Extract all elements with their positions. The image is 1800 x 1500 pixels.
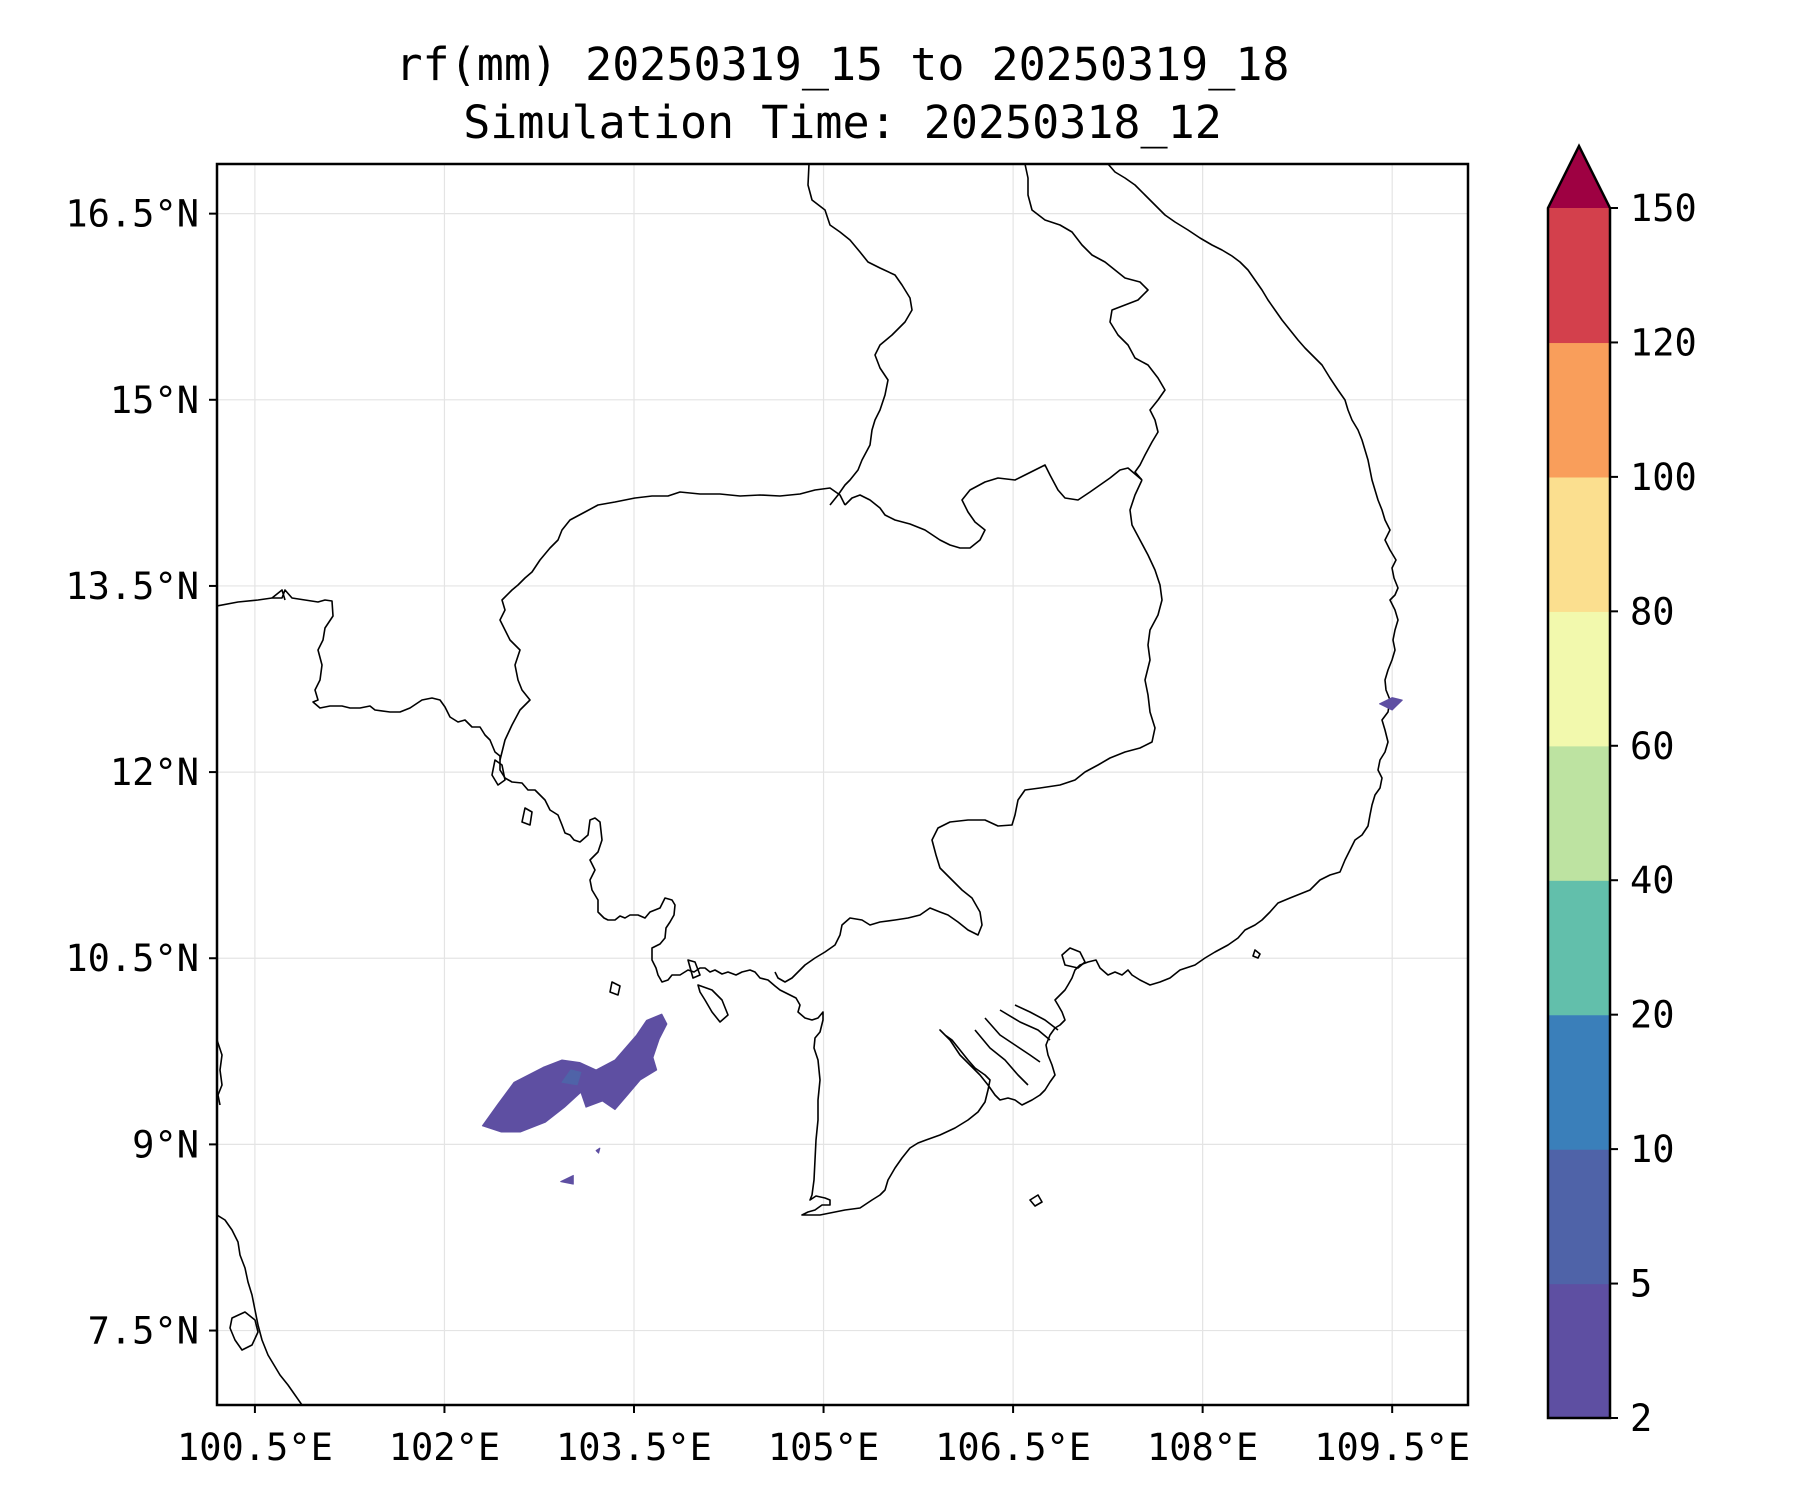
land-boundaries <box>217 164 1399 1405</box>
longitude-ticks: 100.5°E 102°E 103.5°E 105°E 106.5°E 108°E 109.… <box>177 1405 1470 1469</box>
colorbar-label-3: 20 <box>1630 994 1675 1037</box>
vietnam-islands <box>1029 947 1261 1207</box>
lon-tick-label-3: 105°E <box>768 1426 879 1469</box>
colorbar-label-9: 150 <box>1630 187 1697 230</box>
lat-tick-label-0: 16.5°N <box>65 193 199 236</box>
colorbar-segment-8 <box>1548 208 1610 344</box>
colorbar-segment-5 <box>1548 611 1610 747</box>
colorbar-segment-6 <box>1548 476 1610 612</box>
gridlines <box>217 164 1468 1405</box>
colorbar-segment-2 <box>1548 1014 1610 1150</box>
border-cambodia-laos <box>844 464 1143 549</box>
colorbar-label-8: 120 <box>1630 321 1697 364</box>
colorbar-label-2: 10 <box>1630 1128 1675 1171</box>
lat-tick-label-6: 7.5°N <box>88 1310 199 1353</box>
colorbar-label-1: 5 <box>1630 1263 1652 1306</box>
latitude-ticks: 16.5°N 15°N 13.5°N 12°N 10.5°N 9°N 7.5°N <box>65 193 217 1353</box>
lat-tick-label-5: 9°N <box>132 1123 199 1166</box>
rain-area-gulf-of-thailand-core <box>561 1069 582 1086</box>
colorbar-label-6: 80 <box>1630 590 1675 633</box>
colorbar-extend-arrow <box>1548 146 1610 208</box>
lat-tick-label-1: 15°N <box>110 379 199 422</box>
coastline <box>217 164 1399 1216</box>
border-laos-vietnam <box>1024 164 1166 481</box>
lon-tick-label-6: 109.5°E <box>1314 1426 1470 1469</box>
lon-tick-label-2: 103.5°E <box>556 1426 712 1469</box>
thai-peninsula-coast <box>217 1214 303 1405</box>
border-cambodia-thailand <box>271 487 846 761</box>
rain-area-central-vietnam-coast-cell <box>1379 697 1403 711</box>
cambodia-islands <box>491 759 729 1023</box>
map-frame <box>215 162 1470 1407</box>
colorbar-segment-7 <box>1548 342 1610 478</box>
border-laos-thailand <box>807 164 913 506</box>
colorbar-label-5: 60 <box>1630 725 1675 768</box>
lat-tick-label-2: 13.5°N <box>65 565 199 608</box>
chart-title-line-2: Simulation Time: 20250318_12 <box>463 96 1222 149</box>
rain-area-fragment-b <box>595 1147 601 1154</box>
colorbar-segment-4 <box>1548 745 1610 881</box>
lat-tick-label-3: 12°N <box>110 751 199 794</box>
colorbar-segment-3 <box>1548 880 1610 1016</box>
colorbar-label-0: 2 <box>1630 1397 1652 1440</box>
lon-tick-label-4: 106.5°E <box>935 1426 1091 1469</box>
thai-peninsula-inner <box>229 1311 259 1351</box>
colorbar-label-7: 100 <box>1630 456 1697 499</box>
lon-tick-label-1: 102°E <box>389 1426 500 1469</box>
colorbar-segment-1 <box>1548 1149 1610 1285</box>
western-coast <box>217 1039 223 1106</box>
colorbar-outline <box>1546 143 1612 1420</box>
colorbar-segment-0 <box>1548 1283 1610 1419</box>
colorbar: 2 5 10 20 40 60 80 100 120 150 <box>1546 143 1697 1440</box>
rainfall-areas <box>481 697 1403 1185</box>
chart-title-line-1: rf(mm) 20250319_15 to 20250319_18 <box>395 38 1290 91</box>
lon-tick-label-5: 108°E <box>1147 1426 1258 1469</box>
lon-tick-label-0: 100.5°E <box>177 1426 333 1469</box>
lat-tick-label-4: 10.5°N <box>65 937 199 980</box>
border-cambodia-vietnam <box>774 479 1163 983</box>
mekong-delta-channels <box>974 1004 1059 1086</box>
colorbar-label-4: 40 <box>1630 859 1675 902</box>
rain-area-fragment-a <box>560 1174 574 1185</box>
